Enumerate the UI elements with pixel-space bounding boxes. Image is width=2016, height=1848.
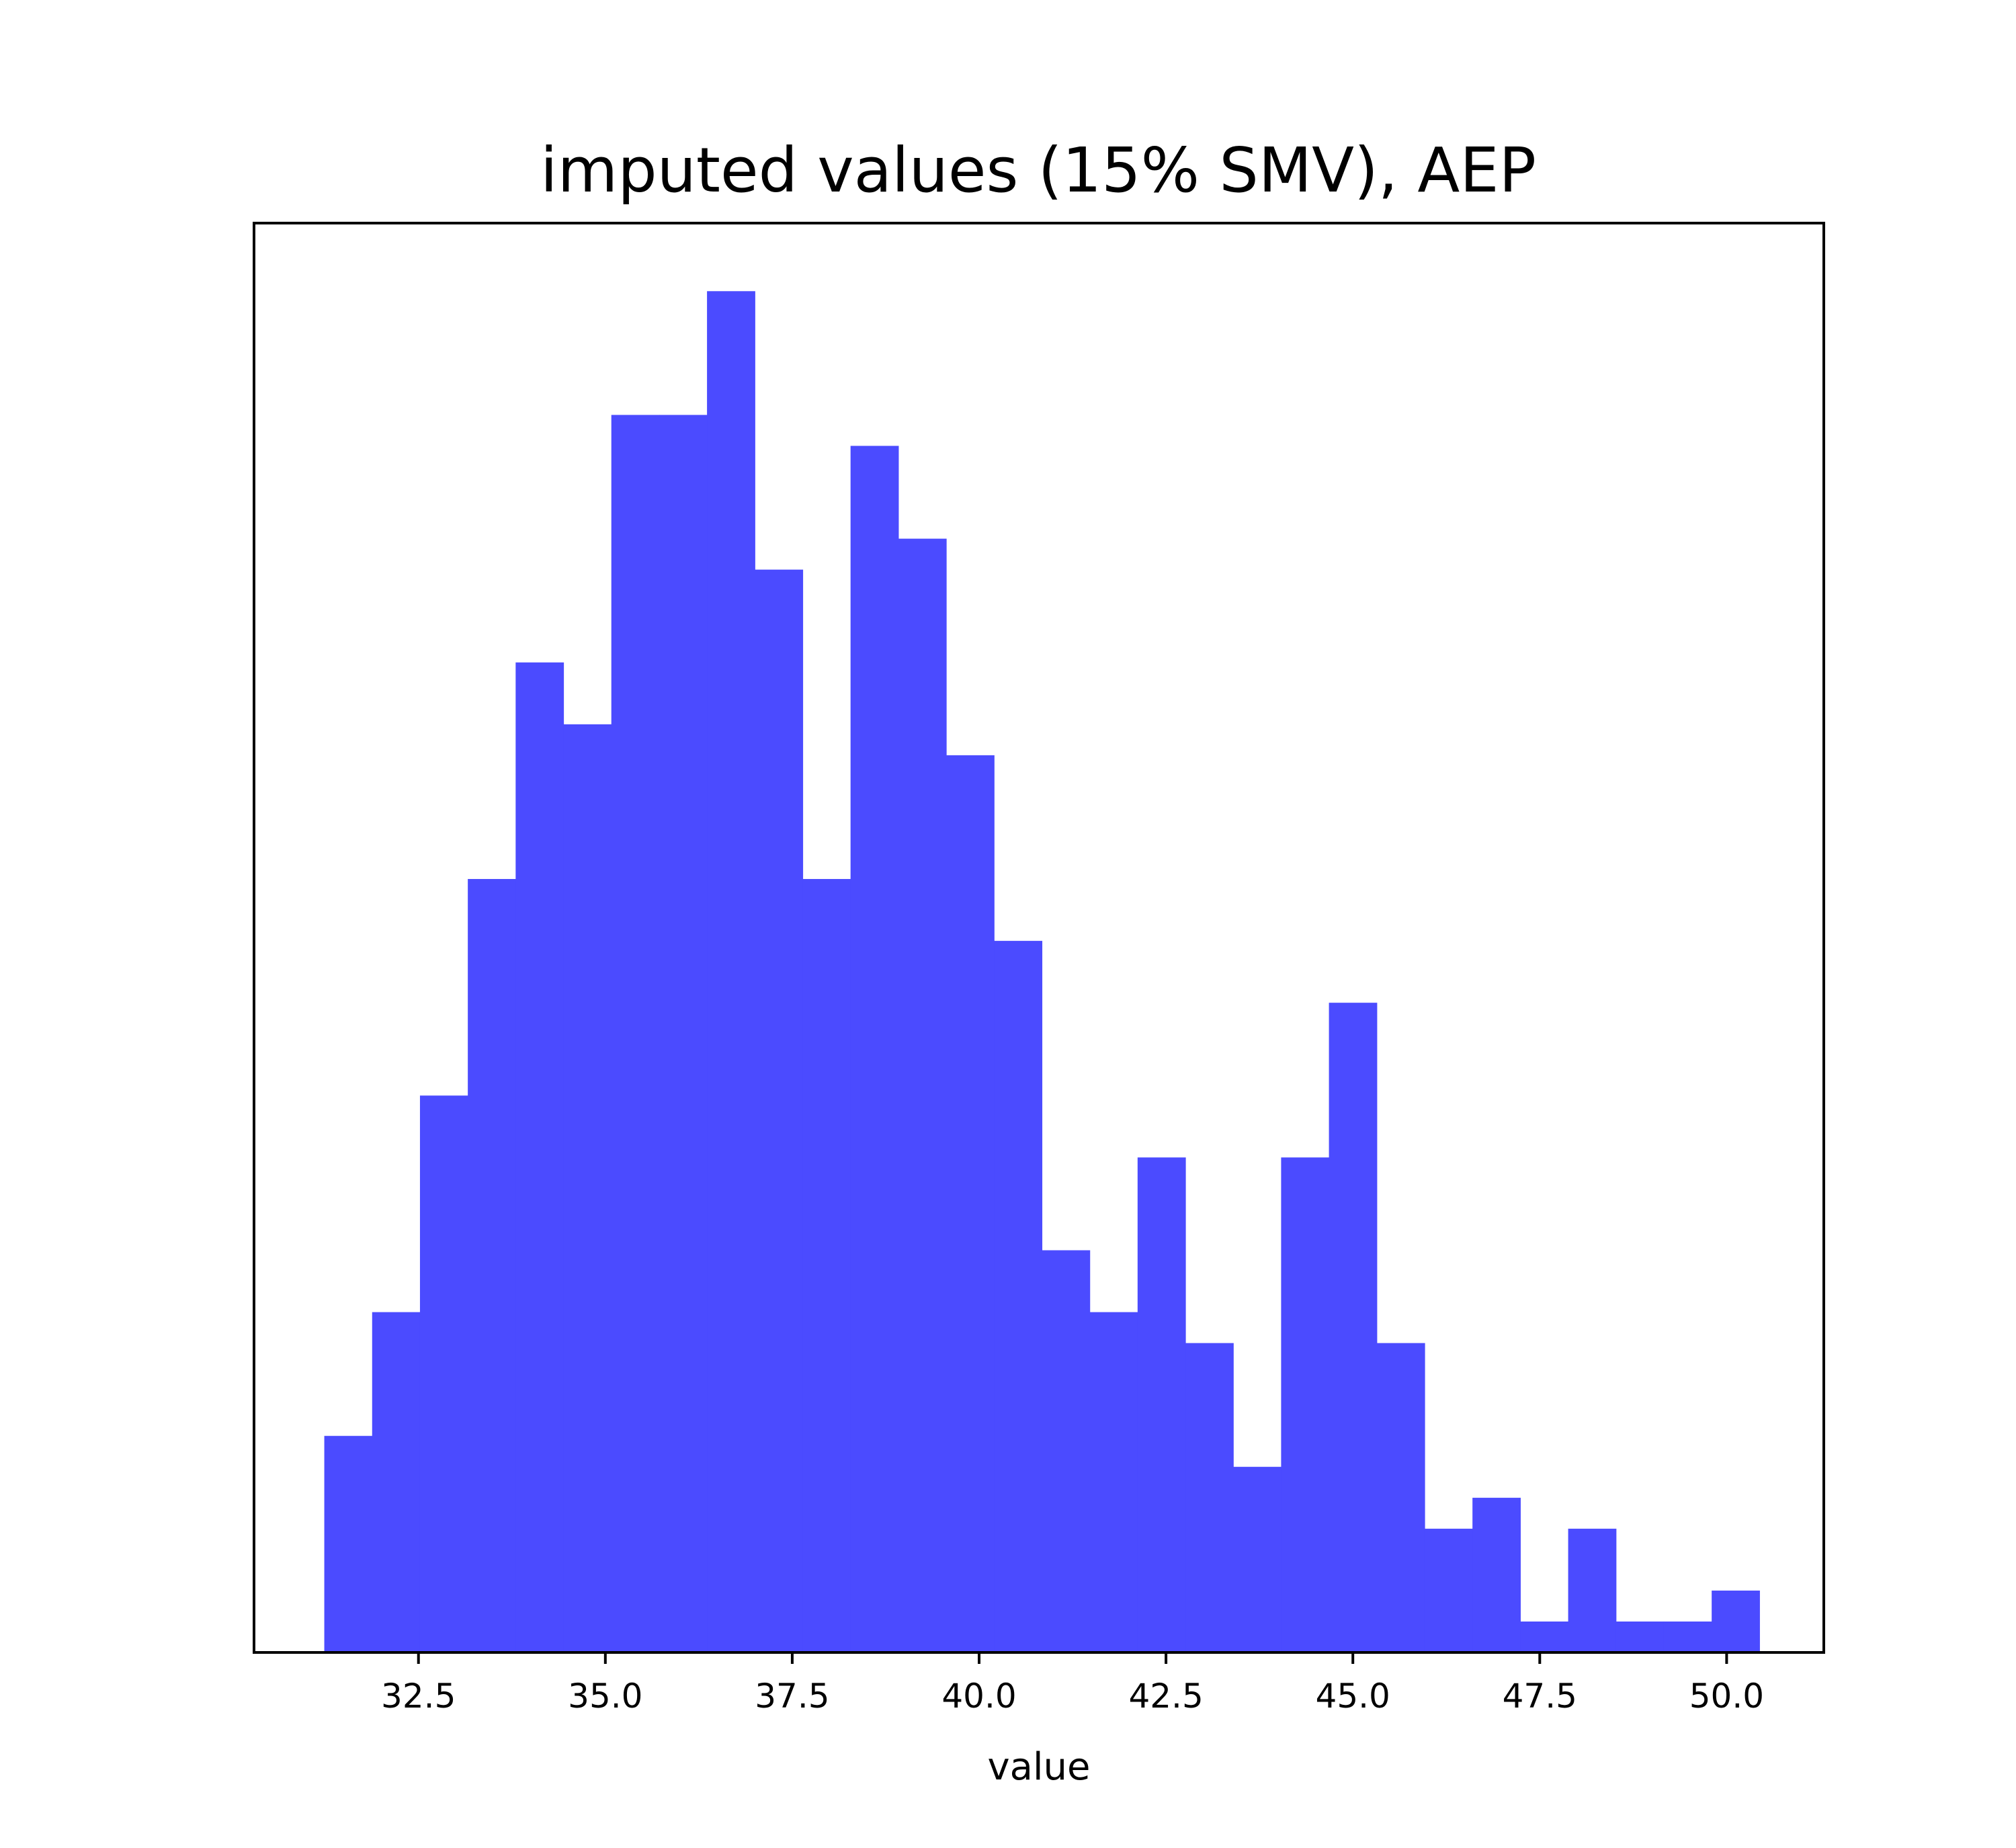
histogram-bar-13 [946,755,995,1652]
histogram-bar-3 [468,879,516,1652]
histogram-bar-17 [1138,1157,1186,1652]
x-tick-label: 40.0 [941,1677,1016,1716]
histogram-bar-4 [515,663,564,1652]
x-tick-label: 32.5 [381,1677,456,1716]
histogram-bar-7 [659,415,708,1652]
histogram-bar-24 [1472,1498,1521,1652]
histogram-bar-6 [612,415,660,1652]
histogram-bar-10 [802,879,851,1652]
histogram-bars [325,291,1760,1652]
histogram-bar-26 [1568,1529,1617,1652]
histogram-bar-19 [1233,1467,1282,1652]
x-axis-ticks: 32.5 35.0 37.5 40.0 42.5 45.0 47.5 50.0 [381,1652,1764,1716]
histogram-bar-8 [707,291,755,1652]
histogram-bar-0 [325,1436,373,1652]
x-tick-label: 37.5 [755,1677,829,1716]
x-tick-label: 35.0 [568,1677,642,1716]
x-tick-label: 47.5 [1503,1677,1577,1716]
histogram-bar-12 [898,539,947,1652]
histogram-bar-15 [1042,1250,1090,1652]
histogram-bar-14 [994,941,1042,1652]
histogram-bar-20 [1281,1157,1329,1652]
histogram-bar-22 [1377,1343,1425,1652]
histogram-bar-11 [851,446,899,1652]
chart-title: imputed values (15% SMV), AEP [540,134,1536,206]
x-tick-label: 42.5 [1128,1677,1203,1716]
histogram-bar-27 [1616,1622,1665,1652]
histogram-bar-16 [1090,1312,1138,1652]
histogram-bar-25 [1520,1622,1568,1652]
histogram-bar-9 [755,570,803,1652]
x-tick-label: 50.0 [1689,1677,1764,1716]
histogram-bar-28 [1664,1622,1712,1652]
x-axis-label: value [988,1745,1091,1789]
x-tick-label: 45.0 [1316,1677,1390,1716]
histogram-bar-29 [1712,1591,1760,1652]
histogram-bar-5 [564,724,612,1652]
histogram-bar-1 [372,1312,421,1652]
histogram-bar-21 [1329,1003,1378,1652]
histogram-bar-2 [420,1095,468,1652]
histogram-bar-18 [1185,1343,1234,1652]
histogram-bar-23 [1425,1529,1473,1652]
